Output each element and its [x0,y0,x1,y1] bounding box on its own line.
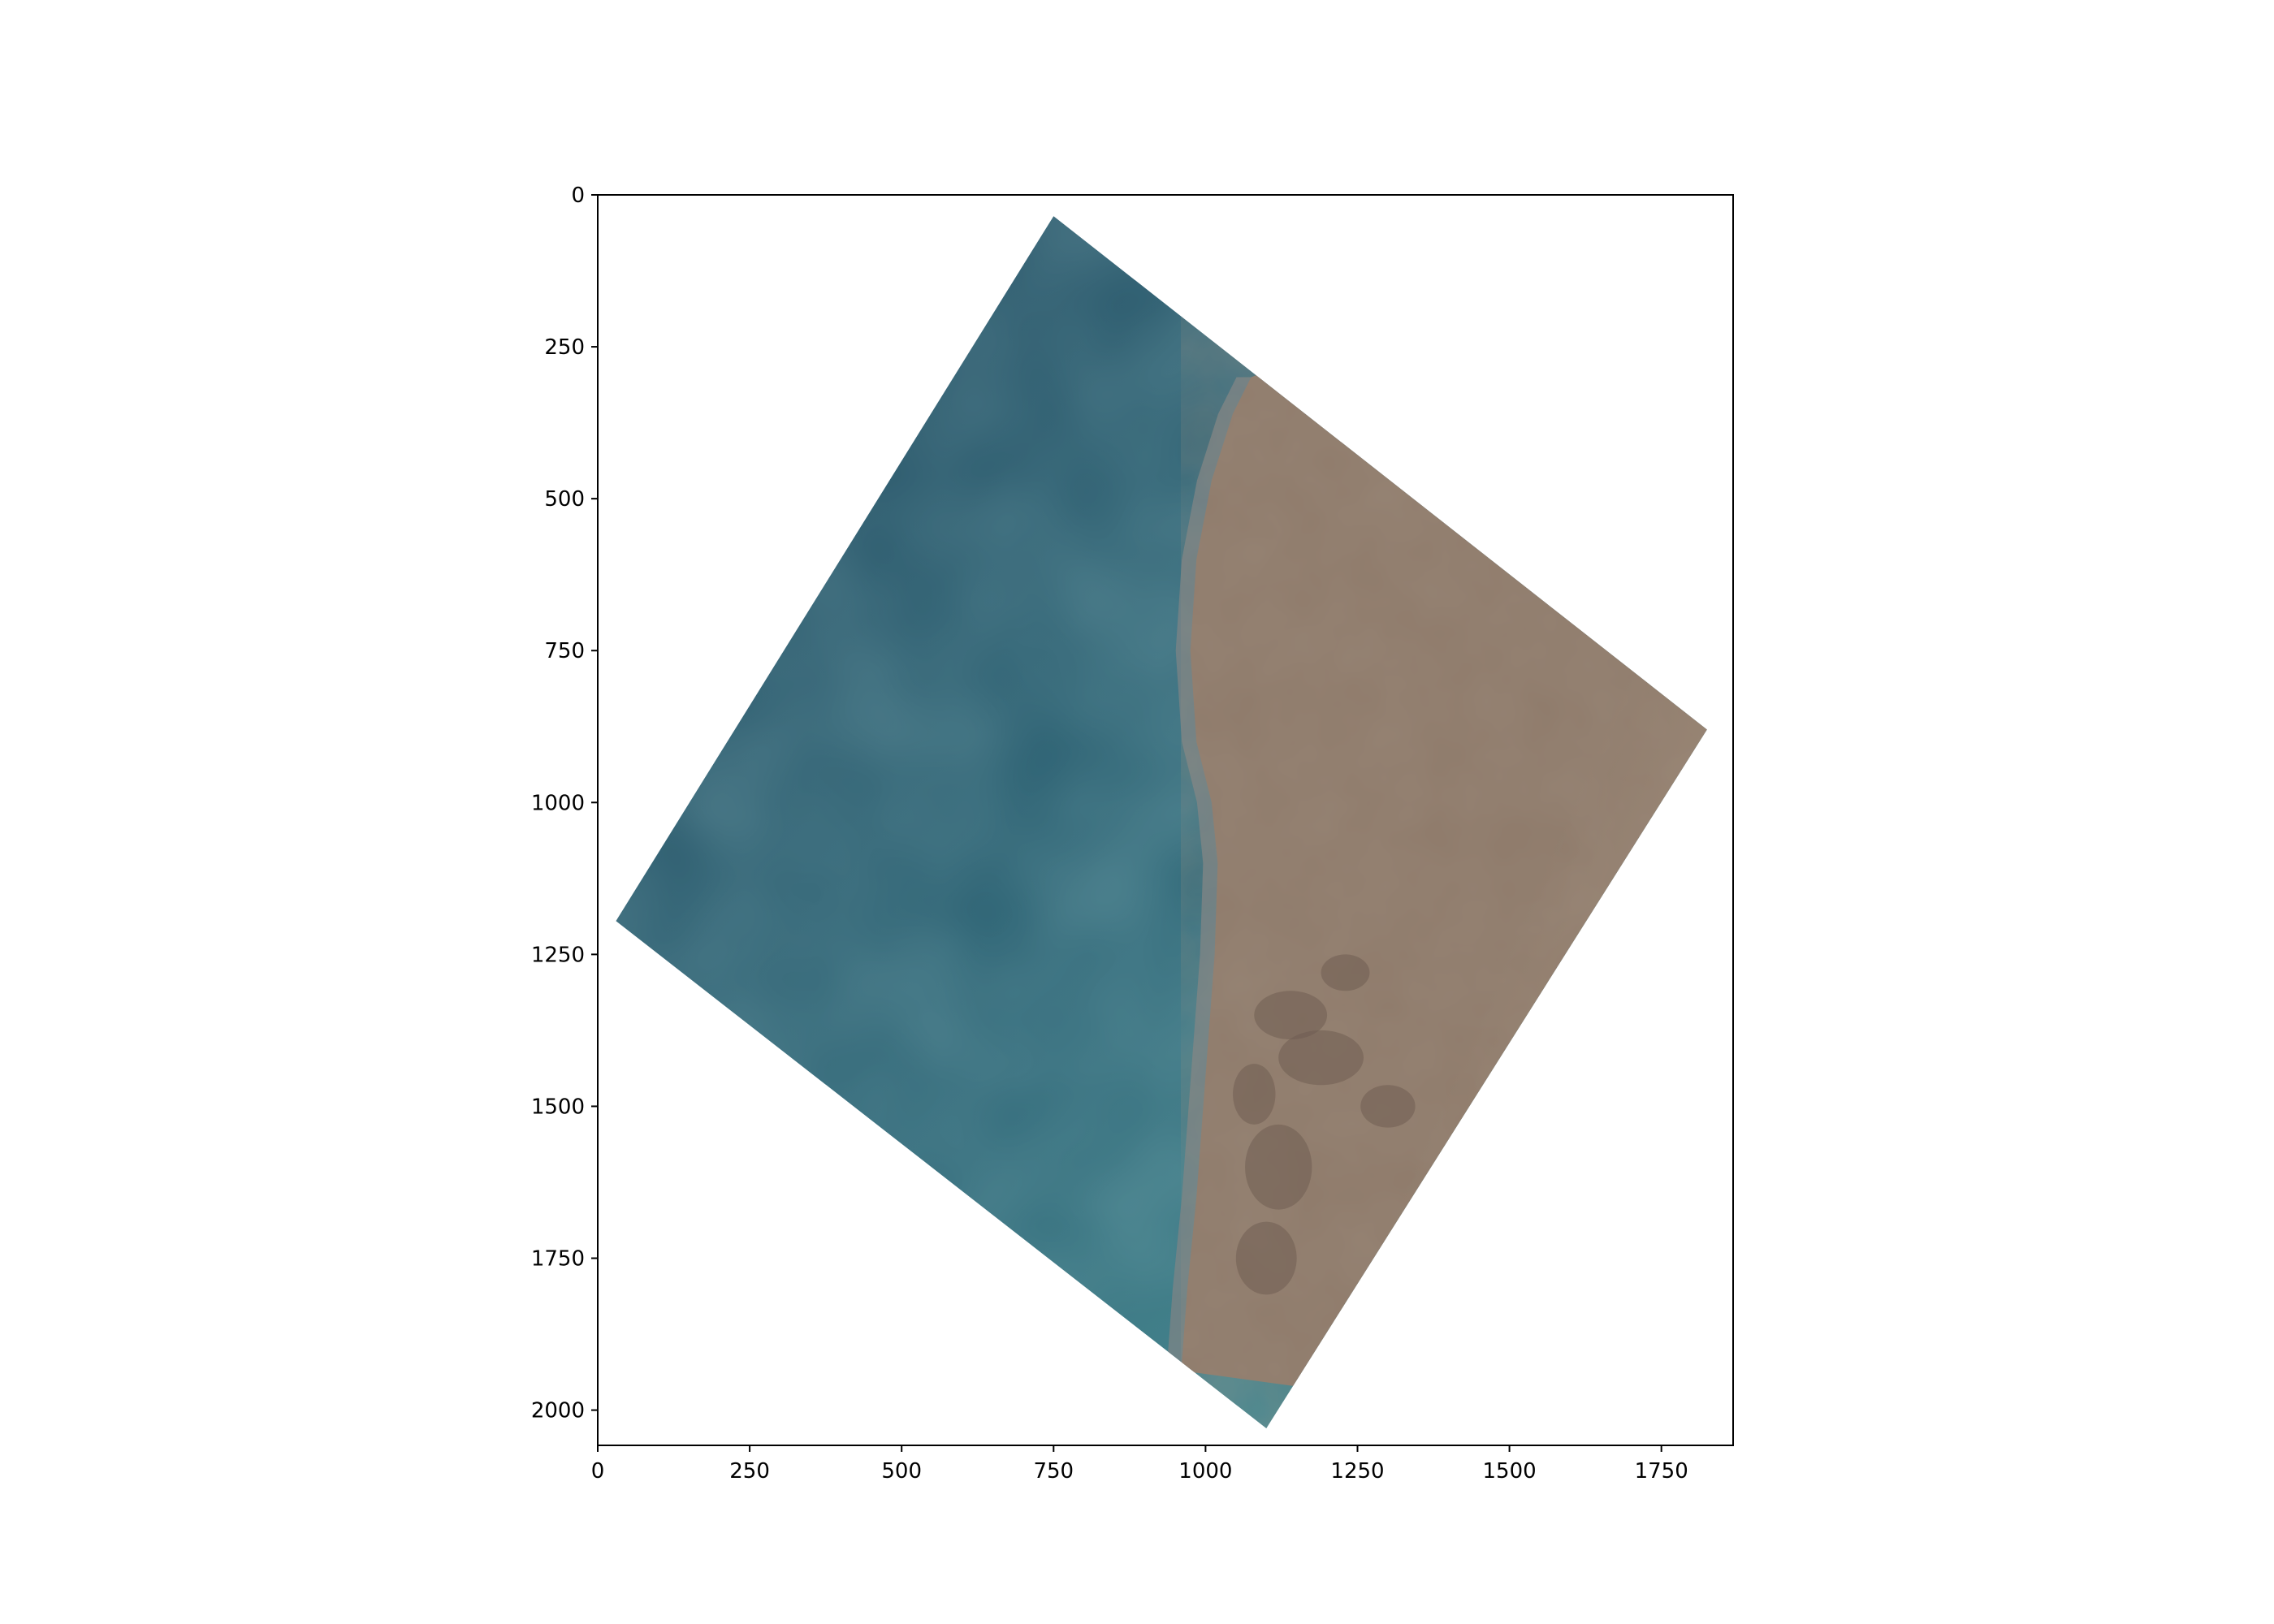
x-tick-label: 1000 [1178,1459,1232,1484]
x-tick-label: 250 [729,1459,770,1484]
y-tick-label: 0 [571,184,585,208]
y-tick-label: 1750 [531,1247,585,1272]
y-tick-label: 1000 [531,791,585,815]
x-tick-label: 1750 [1635,1459,1688,1484]
land-dark-patch [1278,1030,1364,1086]
y-tick-label: 2000 [531,1399,585,1423]
y-tick-label: 1250 [531,943,585,967]
land-dark-patches [1233,954,1416,1295]
y-axis: 0 250 500 750 1000 1250 1500 1750 2000 [531,184,598,1423]
x-tick-label: 1250 [1330,1459,1384,1484]
y-tick-label: 750 [544,639,585,663]
plot-area: 0 250 500 750 1000 1250 1500 1750 0 250 500 750 100… [531,184,1734,1484]
land-dark-patch [1233,1064,1276,1125]
land-dark-patch [1245,1124,1312,1210]
satellite-scene [616,216,1707,1429]
x-axis: 0 250 500 750 1000 1250 1500 1750 [591,1445,1688,1484]
land-dark-patch [1321,954,1370,991]
y-tick-label: 1500 [531,1095,585,1119]
land-dark-patch [1360,1085,1416,1128]
x-tick-label: 500 [881,1459,922,1484]
land-dark-patch [1254,991,1328,1040]
y-tick-label: 250 [544,335,585,360]
x-tick-label: 1500 [1483,1459,1537,1484]
x-tick-label: 750 [1033,1459,1074,1484]
y-tick-label: 500 [544,487,585,512]
land-dark-patch [1235,1221,1297,1295]
axes-frame [597,194,1734,1446]
x-tick-label: 0 [591,1459,605,1484]
